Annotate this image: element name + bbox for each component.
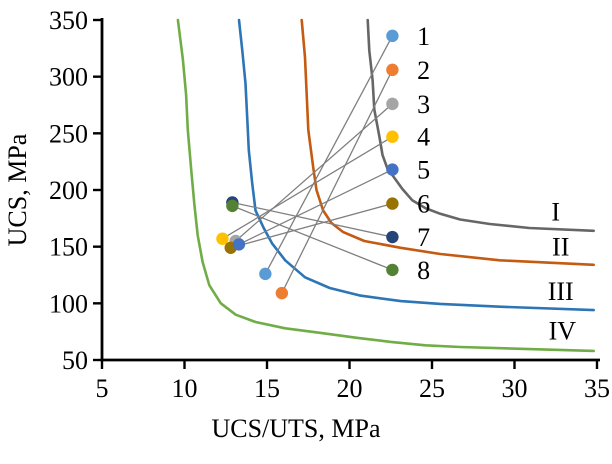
legend-label-4: 4 xyxy=(417,123,430,152)
y-axis-title: UCS, MPa xyxy=(3,133,32,246)
connector-line-8 xyxy=(232,205,393,271)
x-tick-label-20: 20 xyxy=(337,374,363,403)
legend-marker-7 xyxy=(386,230,399,244)
connector-line-1 xyxy=(264,35,393,275)
x-tick-label-5: 5 xyxy=(96,374,109,403)
legend-marker-1 xyxy=(386,29,399,43)
curve-label-IV: IV xyxy=(549,317,577,346)
data-point-2 xyxy=(275,286,289,300)
legend-label-8: 8 xyxy=(417,256,430,285)
x-tick-label-35: 35 xyxy=(584,374,610,403)
y-tick-label-300: 300 xyxy=(49,63,88,92)
x-axis-title: UCS/UTS, MPa xyxy=(211,414,380,443)
connector-line-5 xyxy=(238,169,393,245)
curve-I xyxy=(366,18,596,233)
connector-line-2 xyxy=(281,69,393,294)
legend-label-2: 2 xyxy=(417,56,430,85)
legend-marker-6 xyxy=(386,197,399,210)
y-tick-label-350: 350 xyxy=(49,6,88,35)
curve-label-III: III xyxy=(548,277,574,306)
legend-marker-5 xyxy=(386,163,399,176)
y-tick-label-250: 250 xyxy=(49,119,88,148)
legend-label-7: 7 xyxy=(417,223,430,252)
data-point-5 xyxy=(232,238,246,251)
curve-II xyxy=(300,18,596,267)
legend-label-6: 6 xyxy=(417,190,430,219)
legend-label-3: 3 xyxy=(417,90,430,119)
curve-label-II: II xyxy=(552,233,569,262)
curve-label-I: I xyxy=(551,198,560,227)
legend-label-5: 5 xyxy=(417,156,430,185)
legend-marker-2 xyxy=(386,63,399,77)
legend-marker-3 xyxy=(386,97,399,111)
y-tick-label-100: 100 xyxy=(49,289,88,318)
data-point-4 xyxy=(216,232,229,245)
x-tick-label-10: 10 xyxy=(172,374,198,403)
x-tick-label-15: 15 xyxy=(254,374,280,403)
y-tick-label-150: 150 xyxy=(49,233,88,262)
connector-line-4 xyxy=(222,136,393,240)
y-tick-label-200: 200 xyxy=(49,176,88,205)
data-point-8 xyxy=(226,199,239,213)
data-point-1 xyxy=(259,267,272,281)
curve-III xyxy=(237,18,596,312)
curve-IV xyxy=(176,18,596,353)
legend-marker-4 xyxy=(386,130,399,143)
y-tick-label-50: 50 xyxy=(62,346,88,375)
legend-label-1: 1 xyxy=(417,22,430,51)
connector-line-6 xyxy=(230,202,393,249)
x-tick-label-30: 30 xyxy=(502,374,528,403)
x-tick-label-25: 25 xyxy=(419,374,445,403)
connector-line-7 xyxy=(232,201,393,238)
legend-marker-8 xyxy=(386,263,399,277)
